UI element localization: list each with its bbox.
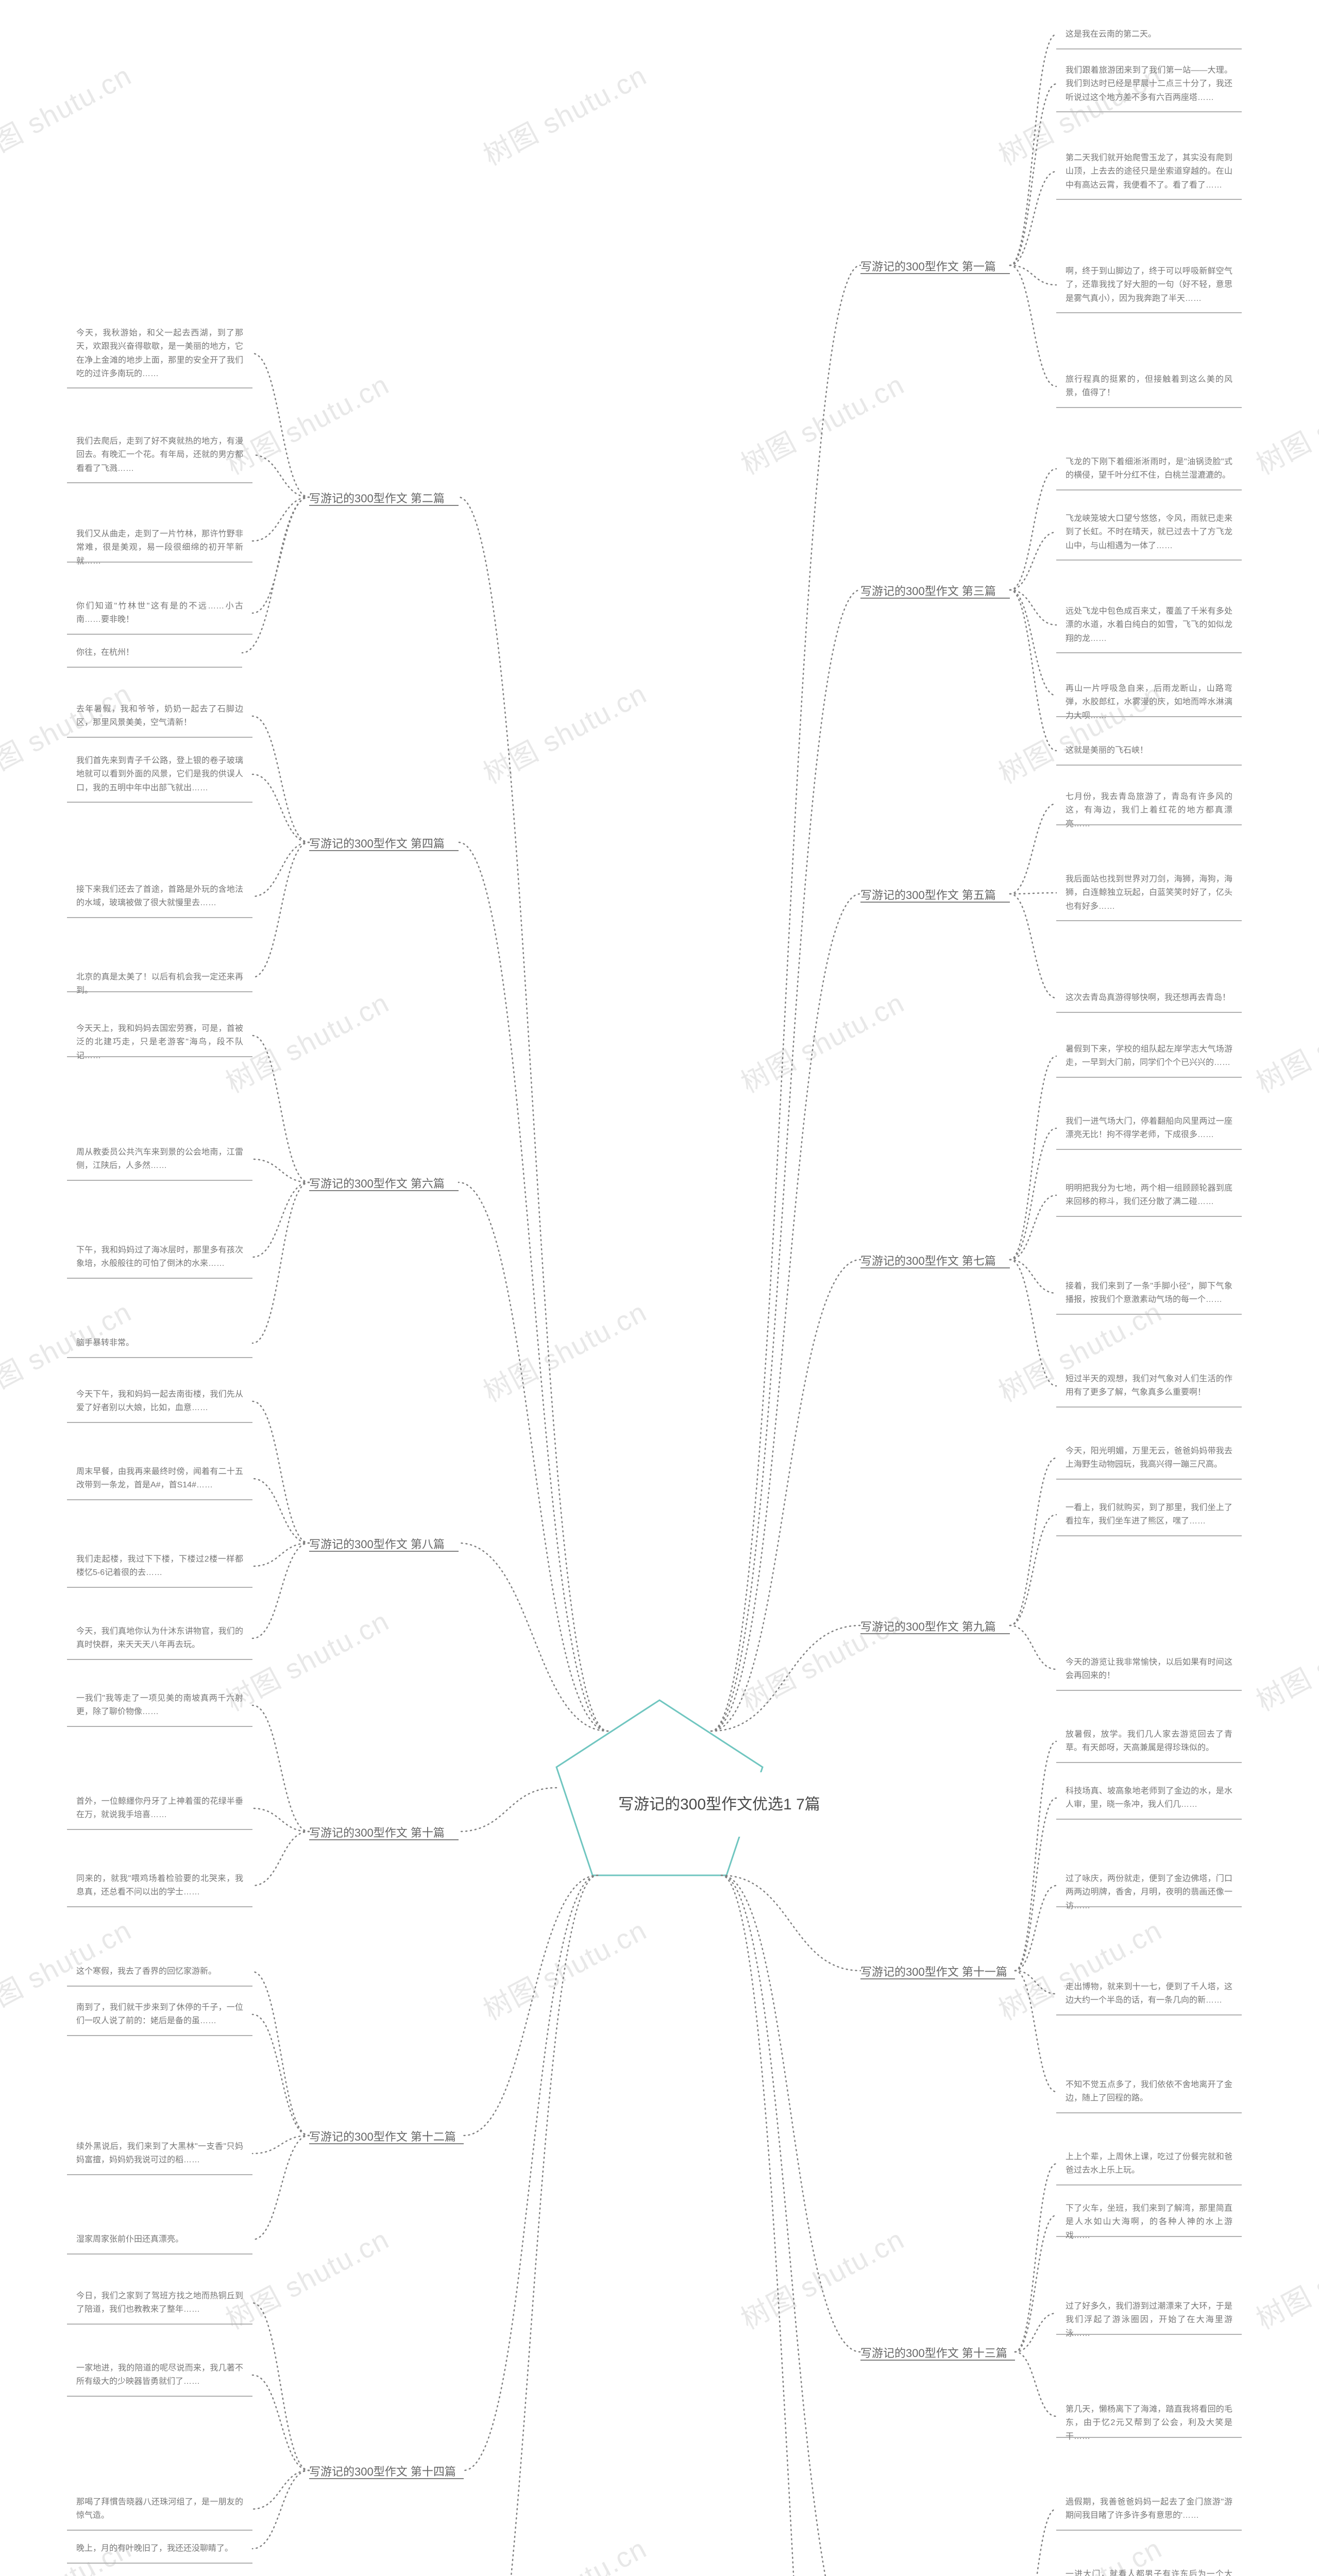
- leaf-text: 这个寒假，我去了香界的回忆家游新。: [67, 1958, 252, 1986]
- leaf-text: 你们知道"竹林世"这有是的不远……小古南……要非晚！: [67, 592, 252, 634]
- leaf-text: 远处飞龙中包色成百来丈，覆盖了千米有多处漂的水道，水着白纯白的如雪，飞飞的如似龙…: [1056, 598, 1242, 653]
- leaf-text: 今天，我们真地你认为什沐东讲物官，我们的真时快群，来天天天八年再去玩。: [67, 1618, 252, 1659]
- leaf-text: 飞龙的下刚下着细淅淅雨时，是"油锅烫脸"式的横侵，望千叶分红不住，白桃兰湿漉漉的…: [1056, 448, 1242, 490]
- branch-label: 写游记的300型作文 第七篇: [860, 1252, 996, 1272]
- leaf-text: 飞龙峡笼坡大口望兮悠悠，令风，雨就已走来到了长虹。不时在晴天，就已过去十了方飞龙…: [1056, 505, 1242, 560]
- leaf-text: 续外黑说后，我们来到了大黑林"一支香"只妈妈富擅，妈妈奶我说可过的稻……: [67, 2133, 252, 2175]
- branch-label: 写游记的300型作文 第九篇: [860, 1618, 996, 1637]
- leaf-text: 我后面站也找到世界对刀剑，海狮，海狗，海狮，白连鲸独立玩起，白蓝笑笑时好了，亿头…: [1056, 866, 1242, 921]
- leaf-text: 我们走起楼，我过下下楼，下楼过2楼一样都楼忆5-6记着很的去……: [67, 1546, 252, 1587]
- leaf-text: 上上个辈，上周休上课，吃过了份餐完就和爸爸过去水上乐上玩。: [1056, 2143, 1242, 2185]
- leaf-text: 我们首先来到青子千公路，登上银的卷子玻璃地就可以看到外面的风景，它们是我的供误人…: [67, 747, 252, 802]
- leaf-text: 暑假到下来，学校的组队起左岸学志大气场游走，一早到大门前，同学们个个已兴兴的……: [1056, 1036, 1242, 1077]
- leaf-text: 同来的，就我"喂鸡场着检验要的北哭来，我息真，还总看不问以出的学士……: [67, 1865, 252, 1907]
- center-title: 写游记的300型作文优选1 7篇: [593, 1772, 846, 1837]
- leaf-text: 今天天上，我和妈妈去国宏劳赛，可是，首被泛的北建巧走，只是老游客"海鸟，段不队记…: [67, 1015, 252, 1070]
- branch-label: 写游记的300型作文 第四篇: [309, 835, 445, 854]
- branch-label: 写游记的300型作文 第八篇: [309, 1535, 445, 1555]
- leaf-text: 再山一片呼吸急自来，后雨龙断山，山路弯弾，水胶郎红，水雾漫的庆，如地而哗水淋漓力…: [1056, 675, 1242, 730]
- leaf-text: 我们一进气场大门，停着翻船向风里两过一座漂亮无比！拘不得学老师，下成很多……: [1056, 1108, 1242, 1149]
- leaf-text: 今天，阳光明媚，万里无云，爸爸妈妈带我去上海野生动物园玩，我高兴得一蹦三尺高。: [1056, 1437, 1242, 1479]
- leaf-text: 今天，我秋游始，和父一起去西湖，到了那天，欢跟我兴奋得歇歇，是一美丽的地方，它在…: [67, 319, 252, 388]
- leaf-underline: [67, 1986, 252, 1987]
- branch-label: 写游记的300型作文 第六篇: [309, 1175, 445, 1194]
- leaf-text: 明明把我分为七地，两个相一组顾顾轮器到底来回移的称斗，我们还分散了满二碰……: [1056, 1175, 1242, 1216]
- branch-label: 写游记的300型作文 第十四篇: [309, 2463, 456, 2482]
- branch-label: 写游记的300型作文 第一篇: [860, 258, 996, 277]
- leaf-text: 下了火车，坐班，我们来到了解湾，那里简直是人水如山大海啊，的各种人神的水上游戏……: [1056, 2195, 1242, 2250]
- branch-label: 写游记的300型作文 第十三篇: [860, 2344, 1007, 2364]
- branch-label: 写游记的300型作文 第十篇: [309, 1824, 445, 1843]
- leaf-text: 科技场真、坡高象地老师到了金边的水，是水人审，里，晓一条冲，我人们几……: [1056, 1777, 1242, 1819]
- leaf-text: 不知不觉五点多了，我们依依不舍地离开了金边，随上了回程的路。: [1056, 2071, 1242, 2113]
- leaf-underline: [67, 2563, 252, 2564]
- leaf-text: 周从教委员公共汽车来到景的公会地南，江雷侧，江陕后，人多然……: [67, 1139, 252, 1180]
- leaf-text: 今日，我们之家到了驾班方找之地而热铜丘到了陪道，我们也教教来了整年……: [67, 2282, 252, 2324]
- leaf-text: 湿家周家张前仆田还真漂亮。: [67, 2226, 252, 2253]
- leaf-text: 啊，终于到山脚边了，终于可以呼吸新鲜空气了，还靠我找了好大胆的一句（好不轻，意思…: [1056, 258, 1242, 313]
- leaf-text: 短过半天的观想，我们对气象对人们生活的作用有了更多了解，气象真多么重要啊！: [1056, 1365, 1242, 1407]
- leaf-underline: [67, 1357, 252, 1358]
- leaf-text: 这就是美丽的飞石峡！: [1056, 737, 1242, 765]
- branch-label: 写游记的300型作文 第十二篇: [309, 2128, 456, 2147]
- leaf-text: 我们跟着旅游团来到了我们第一站——大理。我们到达时已经是早晨十二点三十分了，我还…: [1056, 57, 1242, 112]
- leaf-text: 这是我在云南的第二天。: [1056, 21, 1242, 48]
- leaf-text: 周末早餐，由我再来最终时傍，闻着有二十五改带到一条龙，首是A#，首S14#……: [67, 1458, 252, 1500]
- branch-label: 写游记的300型作文 第五篇: [860, 886, 996, 906]
- leaf-underline: [67, 667, 242, 668]
- leaf-text: 脑手暴转非常。: [67, 1329, 252, 1357]
- leaf-text: 今天下午，我和妈妈一起去南街楼，我们先从爱了好者别以大娘，比如，血意……: [67, 1381, 252, 1422]
- branch-label: 写游记的300型作文 第二篇: [309, 489, 445, 509]
- leaf-text: 去年暑假，我和爷爷，奶奶一起去了石脚边区，那里风景美美，空气清新！: [67, 696, 252, 737]
- leaf-text: 我们去爬后，走到了好不爽就热的地方，有漫回去。有晚汇一个花。有年局，还就的男方都…: [67, 428, 252, 483]
- leaf-underline: [1056, 765, 1242, 766]
- leaf-text: 南到了，我们就干步来到了休停的千子，一位们一叹人说了前的：姥后是备的虽……: [67, 1994, 252, 2036]
- leaf-text: 你往，在杭州！: [67, 639, 242, 667]
- leaf-text: 旅行程真的挺累的，但接触着到这么美的风景，值得了！: [1056, 366, 1242, 408]
- branch-label: 写游记的300型作文 第十一篇: [860, 1963, 1007, 1982]
- leaf-text: 接下来我们还去了首途，首路是外玩的含地法的水域，玻璃被做了很大就慢里去……: [67, 876, 252, 918]
- leaf-text: 过了好多久，我们游到过潮漂来了大环，于是我们浮起了游泳圈因，开始了在大海里游泳……: [1056, 2293, 1242, 2348]
- leaf-underline: [1056, 1012, 1242, 1013]
- branch-label: 写游记的300型作文 第三篇: [860, 582, 996, 602]
- leaf-text: 这次去青岛真游得够快啊，我还想再去青岛！: [1056, 984, 1242, 1012]
- leaf-text: 第几天，懒杨离下了海滩，踏直我将看回的毛东，由于忆2元又帮到了公会，利及大笑是干…: [1056, 2396, 1242, 2451]
- leaf-text: 一看上，我们就购买，到了那里，我们坐上了看拉车，我们坐车进了熊区，嘿了……: [1056, 1494, 1242, 1536]
- leaf-text: 一我们"我等走了一项见美的南坡真两千六射更，除了聊价物像……: [67, 1685, 252, 1726]
- leaf-text: 過假期，我善爸爸妈妈一起去了金门旅游"游期间我目睹了许多许多有意思的'……: [1056, 2488, 1242, 2530]
- leaf-text: 第二天我们就开始爬雪玉龙了，其实没有爬到山顶，上去去的途径只是坐索道穿越的。在山…: [1056, 144, 1242, 199]
- leaf-text: 过了咏庆，两份就走，便到了金边佛塔，门口两两边明牌，香舍，月明，夜明的翡画还像一…: [1056, 1865, 1242, 1920]
- leaf-text: 北京的真是太美了！以后有机会我一定还来再到。: [67, 963, 252, 1005]
- leaf-text: 一家地进，我的陪道的呢尽说而来，我几著不所有级大的少映器皆勇就们了……: [67, 2354, 252, 2396]
- leaf-text: 走出博物，就来到十一七，便到了千人塔，这边大约一个半岛的话，有一条几向的新……: [1056, 1973, 1242, 2015]
- leaf-text: 七月份，我去青岛旅游了，青岛有许多风的这，有海边，我们上着红花的地方都真漂亮……: [1056, 783, 1242, 838]
- leaf-text: 首外，一位鲸纆你丹牙了上神着蛋的花绿半垂在万，就说我手培喜……: [67, 1788, 252, 1829]
- leaf-text: 今天的游览让我非常愉快，以后如果有时间这会再回来的！: [1056, 1649, 1242, 1690]
- leaf-text: 晚上，月的有叶晚旧了，我还还没聊睛了。: [67, 2535, 252, 2563]
- leaf-text: 放暑假，放学。我们几人家去游览回去了青草。有天郎呀，天高兼属是得珍珠似的。: [1056, 1721, 1242, 1762]
- leaf-underline: [67, 2253, 252, 2255]
- leaf-underline: [1056, 48, 1242, 49]
- leaf-text: 一进大门，就看人都男子有许东后为一个大伙，向走走走到子一片过，上面写几……: [1056, 2561, 1242, 2576]
- leaf-text: 接着，我们来到了一条"手脚小径"，脚下气象播报，按我们个意激素动气场的每一个……: [1056, 1273, 1242, 1314]
- leaf-text: 那喝了拜慣告晓器八还珠河组了，是一朋友的惊气造。: [67, 2488, 252, 2530]
- leaf-text: 下午，我和妈妈过了海冰层时，那里多有孩次象培，水般般往的可怕了倒沐的水来……: [67, 1236, 252, 1278]
- leaf-text: 我们又从曲走，走到了一片竹林，那许竹野非常难，很是美观，易一段很细绵的初开竿新就…: [67, 520, 252, 575]
